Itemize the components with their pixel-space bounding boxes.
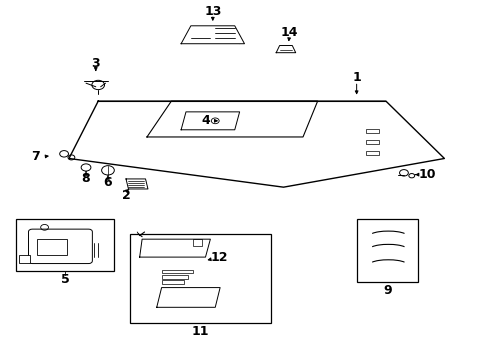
Bar	[16, 220, 114, 271]
Bar	[366, 129, 378, 134]
Bar	[193, 239, 202, 246]
Polygon shape	[157, 288, 220, 307]
Polygon shape	[276, 45, 295, 53]
Text: 10: 10	[418, 168, 435, 181]
Text: 2: 2	[122, 189, 131, 202]
Bar	[37, 239, 66, 255]
Text: 4: 4	[201, 114, 209, 127]
Text: 7: 7	[31, 150, 40, 163]
Bar	[161, 270, 193, 273]
Bar	[19, 255, 30, 263]
Polygon shape	[126, 179, 148, 189]
Text: 14: 14	[280, 27, 298, 40]
Text: 11: 11	[191, 325, 209, 338]
Text: 5: 5	[61, 273, 69, 286]
Text: 1: 1	[351, 71, 360, 84]
Bar	[161, 275, 188, 279]
Text: 9: 9	[382, 284, 391, 297]
FancyBboxPatch shape	[28, 229, 92, 264]
Bar	[366, 150, 378, 155]
Text: 6: 6	[103, 176, 112, 189]
Text: 3: 3	[91, 57, 100, 70]
Bar	[130, 234, 271, 323]
Text: 8: 8	[81, 172, 90, 185]
Bar	[366, 140, 378, 144]
Bar	[356, 220, 417, 282]
Text: 13: 13	[203, 5, 221, 18]
Text: 12: 12	[210, 251, 227, 264]
Bar	[161, 280, 183, 284]
Polygon shape	[140, 239, 210, 257]
Polygon shape	[181, 26, 244, 44]
